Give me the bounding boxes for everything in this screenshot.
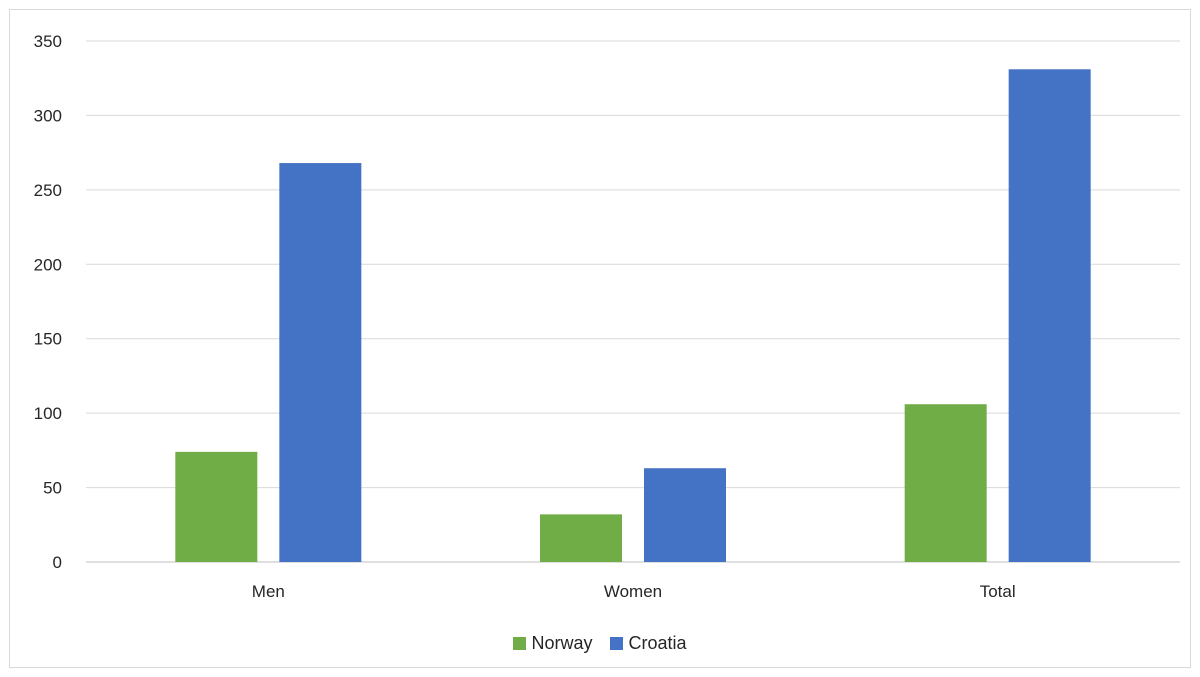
y-tick-label: 150 [34,330,62,349]
legend-swatch-croatia [610,637,624,650]
y-axis-ticks: 0 50 100 150 200 250 300 350 [34,32,62,572]
gridlines [86,40,1180,563]
legend-item-norway: Norway [513,633,592,654]
legend-swatch-norway [513,637,527,650]
x-tick-label: Women [604,582,662,601]
legend: Norway Croatia [0,633,1200,654]
legend-label-croatia: Croatia [628,633,687,653]
bars [175,69,1091,562]
bar-norway-women [540,514,622,562]
bar-croatia-men [279,163,362,562]
bar-croatia-total [1008,69,1091,562]
y-tick-label: 200 [34,255,62,274]
bar-norway-total [904,404,987,562]
x-axis-ticks: Men Women Total [252,582,1016,601]
y-tick-label: 0 [53,553,62,572]
bar-norway-men [175,451,258,562]
y-tick-label: 250 [34,181,62,200]
y-tick-label: 300 [34,106,62,125]
x-tick-label: Total [980,582,1016,601]
legend-item-croatia: Croatia [610,633,687,654]
x-tick-label: Men [252,582,285,601]
legend-label-norway: Norway [531,633,593,653]
y-tick-label: 50 [43,479,62,498]
y-tick-label: 100 [34,404,62,423]
bar-croatia-women [644,468,726,562]
y-tick-label: 350 [34,32,62,51]
